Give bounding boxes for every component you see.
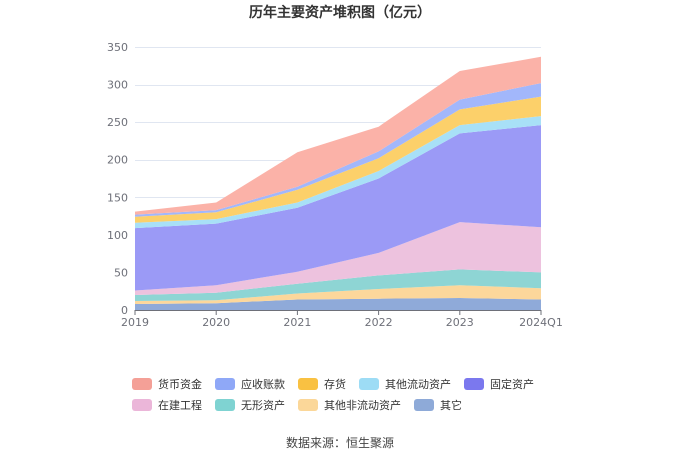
y-tick-label: 350 — [107, 41, 128, 54]
legend-swatch — [414, 399, 434, 411]
x-tick-label: 2021 — [283, 316, 311, 329]
legend-swatch — [215, 399, 235, 411]
x-tick-label: 2024Q1 — [519, 316, 563, 329]
legend-label: 固定资产 — [490, 378, 534, 391]
stacked-area-chart: 历年主要资产堆积图（亿元） 0 50 100 150 200 250 300 350 2019… — [107, 4, 563, 329]
y-tick-label: 0 — [121, 304, 128, 317]
legend-label: 存货 — [324, 378, 346, 391]
legend-item[interactable]: 其它 — [414, 398, 462, 412]
area-series-1[interactable] — [135, 285, 541, 304]
y-tick-label: 100 — [107, 229, 128, 242]
legend-item[interactable]: 固定资产 — [464, 377, 534, 391]
legend-item[interactable]: 在建工程 — [132, 398, 202, 412]
legend-label: 应收账款 — [241, 378, 285, 391]
x-tick-label: 2023 — [446, 316, 474, 329]
legend-label: 其他非流动资产 — [324, 399, 401, 412]
legend-item[interactable]: 无形资产 — [215, 398, 285, 412]
area-series-3[interactable] — [135, 222, 541, 295]
area-series-6[interactable] — [135, 96, 541, 223]
data-source-text: 数据来源：恒生聚源 — [285, 436, 394, 450]
legend-label: 其他流动资产 — [385, 378, 451, 391]
legend-swatch — [132, 378, 152, 390]
area-series-4[interactable] — [135, 125, 541, 291]
legend: 货币资金 应收账款 存货 其他流动资产 固定资产在建工程 无形资产 其他非流动资产 其它 — [132, 377, 602, 412]
x-axis-ticks: 2019 2020 2021 2022 2023 2024Q1 — [121, 310, 563, 329]
legend-item[interactable]: 存货 — [298, 377, 346, 391]
legend-label: 其它 — [440, 399, 462, 412]
legend-swatch — [298, 378, 318, 390]
area-layer — [135, 56, 541, 310]
chart-title: 历年主要资产堆积图（亿元） — [249, 4, 431, 21]
x-tick-label: 2022 — [365, 316, 393, 329]
legend-item[interactable]: 应收账款 — [215, 377, 285, 391]
y-tick-label: 250 — [107, 116, 128, 129]
y-tick-label: 300 — [107, 79, 128, 92]
y-axis-ticks: 0 50 100 150 200 250 300 350 — [107, 41, 128, 317]
legend-swatch — [464, 378, 484, 390]
area-series-5[interactable] — [135, 116, 541, 229]
y-tick-label: 150 — [107, 191, 128, 204]
y-tick-label: 200 — [107, 154, 128, 167]
legend-label: 在建工程 — [158, 399, 202, 412]
y-tick-label: 50 — [114, 266, 128, 279]
area-series-2[interactable] — [135, 269, 541, 301]
legend-swatch — [298, 399, 318, 411]
legend-item[interactable]: 货币资金 — [132, 377, 202, 391]
legend-item[interactable]: 其他流动资产 — [359, 377, 451, 391]
legend-item[interactable]: 其他非流动资产 — [298, 398, 401, 412]
x-tick-label: 2020 — [202, 316, 230, 329]
legend-label: 无形资产 — [241, 399, 285, 412]
legend-swatch — [215, 378, 235, 390]
area-series-8[interactable] — [135, 56, 541, 215]
legend-swatch — [359, 378, 379, 390]
legend-label: 货币资金 — [158, 378, 202, 391]
x-tick-label: 2019 — [121, 316, 149, 329]
area-series-0[interactable] — [135, 298, 541, 310]
legend-swatch — [132, 399, 152, 411]
area-series-7[interactable] — [135, 83, 541, 217]
